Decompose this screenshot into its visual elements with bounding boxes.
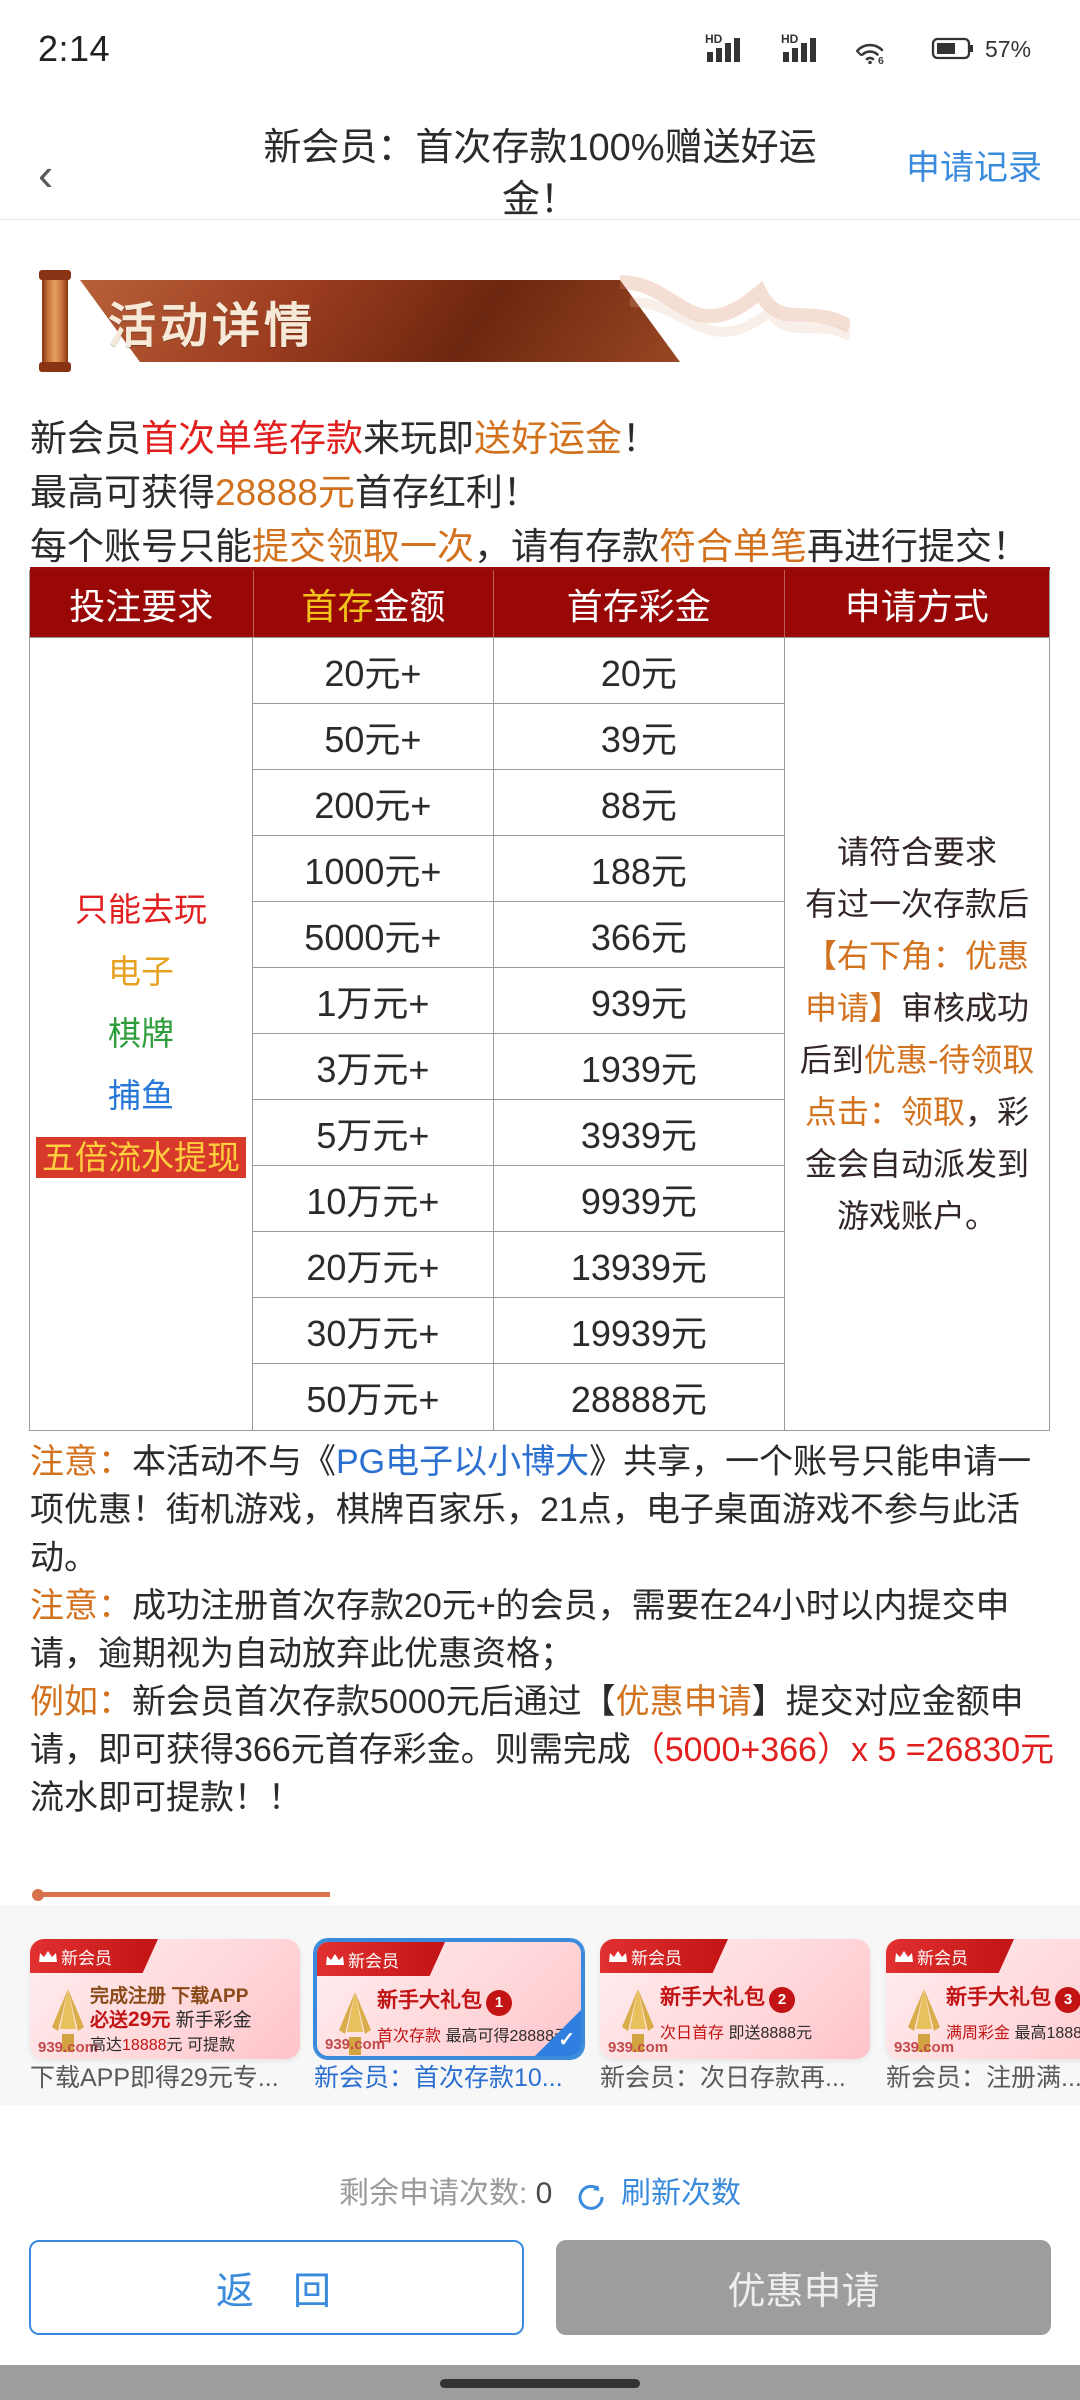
svg-text:HD: HD bbox=[781, 32, 799, 46]
svg-text:6: 6 bbox=[878, 55, 884, 64]
svg-text:HD: HD bbox=[705, 32, 723, 46]
svg-text:57%: 57% bbox=[985, 36, 1031, 62]
